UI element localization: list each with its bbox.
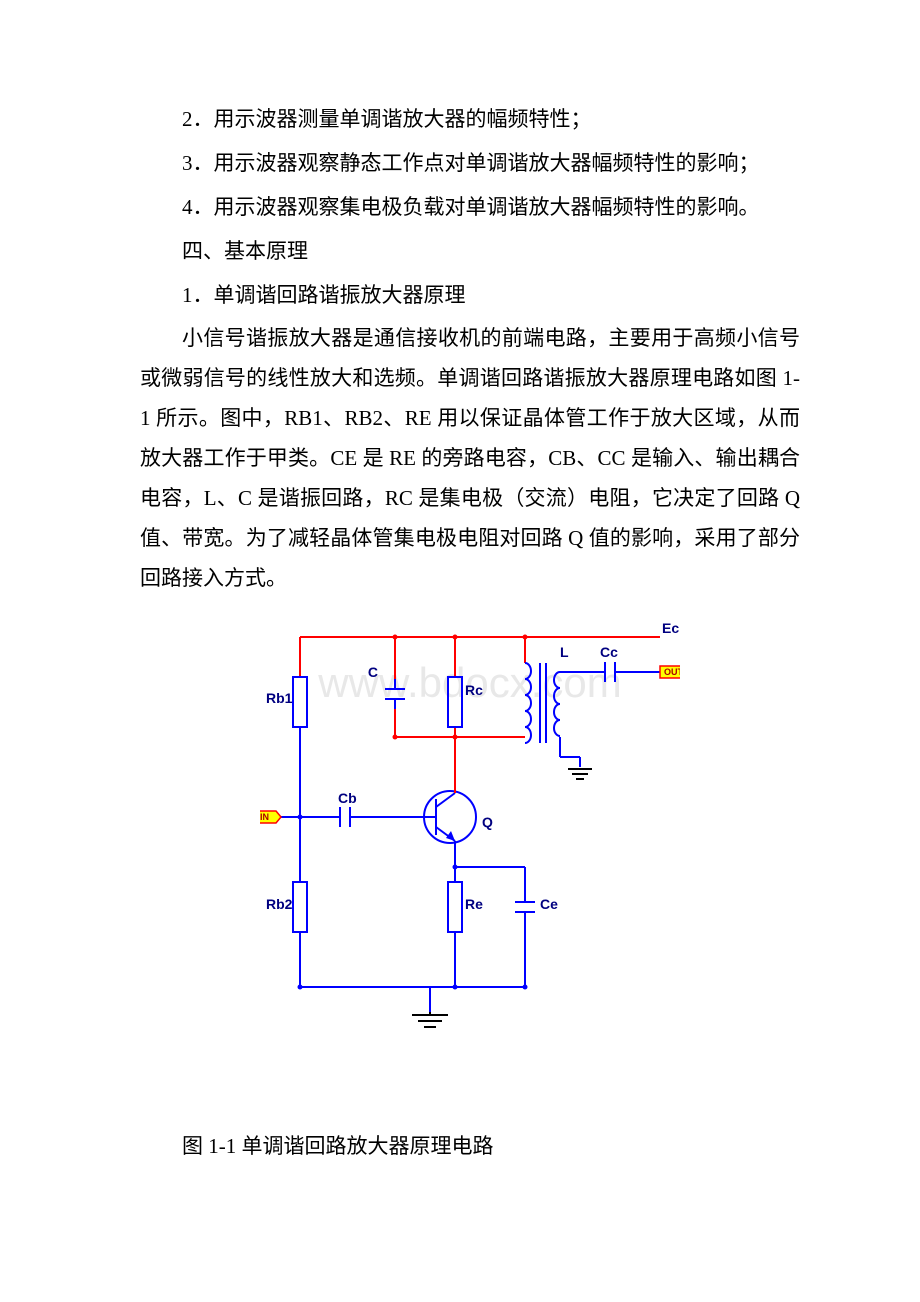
transistor-q bbox=[424, 791, 476, 843]
label-cb: Cb bbox=[338, 790, 357, 806]
capacitor-cb bbox=[335, 807, 355, 827]
ground-secondary bbox=[568, 769, 592, 779]
circuit-diagram: www.bdocx.com bbox=[260, 617, 680, 1057]
label-rb1: Rb1 bbox=[266, 690, 293, 706]
figure-1-1: www.bdocx.com bbox=[140, 617, 800, 1071]
list-item-2: 2．用示波器测量单调谐放大器的幅频特性； bbox=[140, 100, 800, 140]
junction-dots bbox=[298, 814, 528, 989]
resistor-rb1 bbox=[293, 677, 307, 727]
label-in: IN bbox=[260, 812, 269, 822]
label-re: Re bbox=[465, 896, 483, 912]
principle-paragraph: 小信号谐振放大器是通信接收机的前端电路，主要用于高频小信号或微弱信号的线性放大和… bbox=[140, 319, 800, 598]
page: 2．用示波器测量单调谐放大器的幅频特性； 3．用示波器观察静态工作点对单调谐放大… bbox=[0, 0, 920, 1287]
label-ce: Ce bbox=[540, 896, 558, 912]
label-rb2: Rb2 bbox=[266, 896, 293, 912]
capacitor-ce bbox=[515, 897, 535, 917]
figure-1-1-caption: 图 1-1 单调谐回路放大器原理电路 bbox=[140, 1127, 800, 1167]
ground-main bbox=[412, 1015, 448, 1027]
list-item-4: 4．用示波器观察集电极负载对单调谐放大器幅频特性的影响。 bbox=[140, 188, 800, 228]
label-rc: Rc bbox=[465, 682, 483, 698]
subsection-1-title: 1．单调谐回路谐振放大器原理 bbox=[140, 276, 800, 316]
label-cc: Cc bbox=[600, 644, 618, 660]
wires-blue bbox=[275, 672, 660, 1012]
label-ec: Ec bbox=[662, 620, 679, 636]
label-l: L bbox=[560, 644, 569, 660]
resistor-rb2 bbox=[293, 882, 307, 932]
section-4-title: 四、基本原理 bbox=[140, 232, 800, 272]
label-c: C bbox=[368, 664, 378, 680]
list-item-3: 3．用示波器观察静态工作点对单调谐放大器幅频特性的影响； bbox=[140, 144, 800, 184]
label-out: OUT bbox=[664, 667, 680, 677]
label-q: Q bbox=[482, 814, 493, 830]
resistor-re bbox=[448, 882, 462, 932]
